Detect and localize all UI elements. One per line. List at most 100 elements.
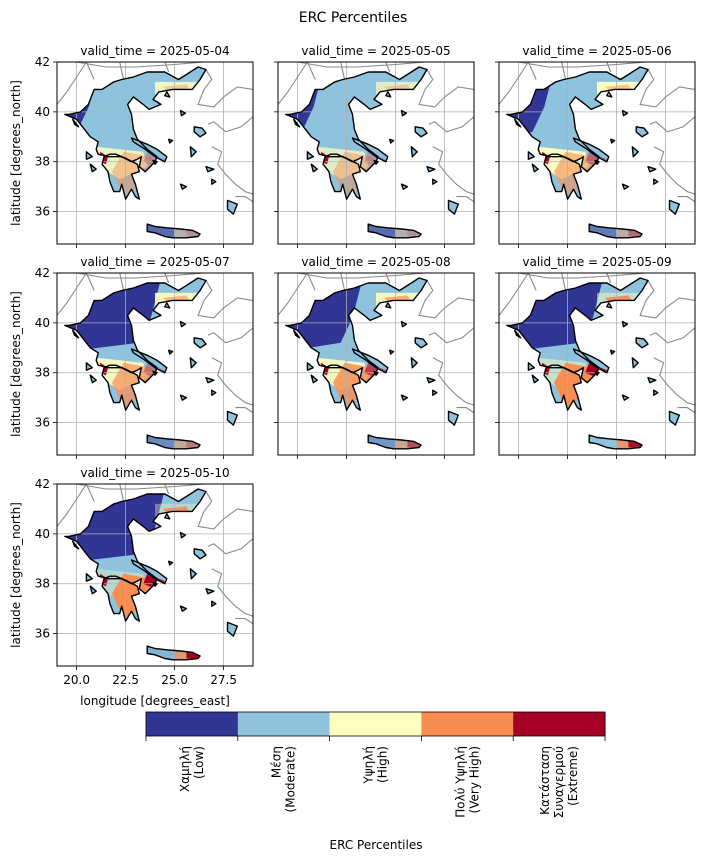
coastline (606, 91, 613, 98)
country-borders (57, 484, 253, 625)
coastline (179, 605, 188, 612)
coastline (211, 178, 217, 185)
coastline (621, 183, 630, 190)
border-line (297, 62, 426, 68)
coastline (373, 159, 379, 165)
coastline (400, 394, 409, 401)
country-borders (278, 273, 474, 414)
border-line (518, 62, 647, 68)
coastline (410, 146, 418, 158)
coastline (168, 349, 174, 355)
colorbar-tick-label: Συναγερμού (552, 746, 566, 818)
coastline (594, 159, 600, 165)
coastline (373, 370, 379, 376)
border-line (432, 146, 474, 195)
colorbar-segment (237, 712, 331, 736)
border-line (340, 273, 346, 291)
x-tick-label: 27.5 (210, 673, 237, 687)
coastline (89, 163, 97, 173)
panel-frame (56, 483, 254, 667)
y-tick-label: 38 (35, 155, 50, 169)
coastline (527, 362, 535, 371)
border-line (85, 273, 95, 291)
colorbar-tick-label: (Low) (192, 746, 206, 779)
y-tick-label: 36 (35, 627, 50, 641)
border-line (499, 273, 529, 316)
facet-panel-2025-05-09: valid_time = 2025-05-09 (495, 255, 696, 459)
coastline (310, 374, 318, 384)
facet-panel-2025-05-07: valid_time = 2025-05-07 36 38 40 42 latitude … (9, 255, 254, 459)
colorbar-tick-label: Χαμηλή (178, 746, 192, 792)
facet-panel-2025-05-06: valid_time = 2025-05-06 (495, 44, 696, 248)
coastline (621, 394, 630, 401)
border-line (278, 62, 308, 105)
border-line (606, 62, 612, 73)
coastline (72, 118, 80, 128)
coastline (89, 585, 97, 595)
coastline (447, 410, 459, 426)
coastline (164, 302, 171, 309)
coastline (285, 66, 428, 173)
coastline (130, 559, 168, 585)
coastline (152, 581, 158, 587)
coastline (400, 320, 408, 328)
coastline (226, 410, 238, 426)
coastline (389, 138, 395, 144)
colorbar-tick-label: (Extreme) (566, 746, 580, 806)
coastline (164, 91, 171, 98)
y-tick-label: 38 (35, 366, 50, 380)
coastline (426, 377, 436, 384)
border-line (164, 273, 170, 284)
border-line (418, 69, 474, 108)
border-line (639, 69, 695, 108)
border-line (677, 196, 695, 203)
border-line (207, 538, 253, 555)
colorbar-tick-label: Κατάσταση (538, 746, 552, 815)
colorbar-label: ERC Percentiles (330, 838, 423, 852)
coastline (189, 568, 197, 580)
panel-title: valid_time = 2025-05-04 (80, 44, 229, 58)
coastline (152, 370, 158, 376)
coastline (193, 126, 207, 138)
border-line (606, 273, 612, 284)
border-line (418, 280, 474, 319)
border-line (57, 273, 87, 316)
coastline (168, 560, 174, 566)
border-line (211, 146, 253, 195)
coastline (189, 146, 197, 158)
border-line (119, 62, 125, 80)
coastline (647, 377, 657, 384)
coastline (146, 645, 201, 661)
coastline (168, 138, 174, 144)
coastline (322, 153, 361, 200)
border-line (385, 273, 391, 284)
coastline (179, 109, 187, 117)
country-borders (57, 273, 253, 414)
coastline (351, 137, 389, 163)
colorbar-segment (329, 712, 422, 736)
panel-title: valid_time = 2025-05-06 (522, 44, 671, 58)
coastline (414, 126, 428, 138)
coastline (85, 362, 93, 371)
border-line (385, 62, 391, 73)
colorbar-tick-label: Υψηλή (362, 746, 376, 785)
coastline (179, 531, 187, 539)
colorbar-segment (421, 712, 514, 736)
country-borders (499, 273, 695, 414)
coastline (72, 329, 80, 339)
facet-panel-2025-05-05: valid_time = 2025-05-05 (274, 44, 475, 248)
coastline (653, 178, 659, 185)
border-line (207, 327, 253, 344)
coastline (293, 118, 301, 128)
coastline (310, 163, 318, 173)
border-line (561, 273, 567, 291)
border-line (57, 62, 87, 105)
coastline (193, 548, 207, 560)
coastlines (64, 488, 238, 661)
coastline (205, 588, 215, 595)
coastline (588, 434, 643, 450)
coastline (64, 277, 207, 384)
y-axis-label: latitude [degrees_north] (9, 502, 23, 648)
coastline (179, 394, 188, 401)
